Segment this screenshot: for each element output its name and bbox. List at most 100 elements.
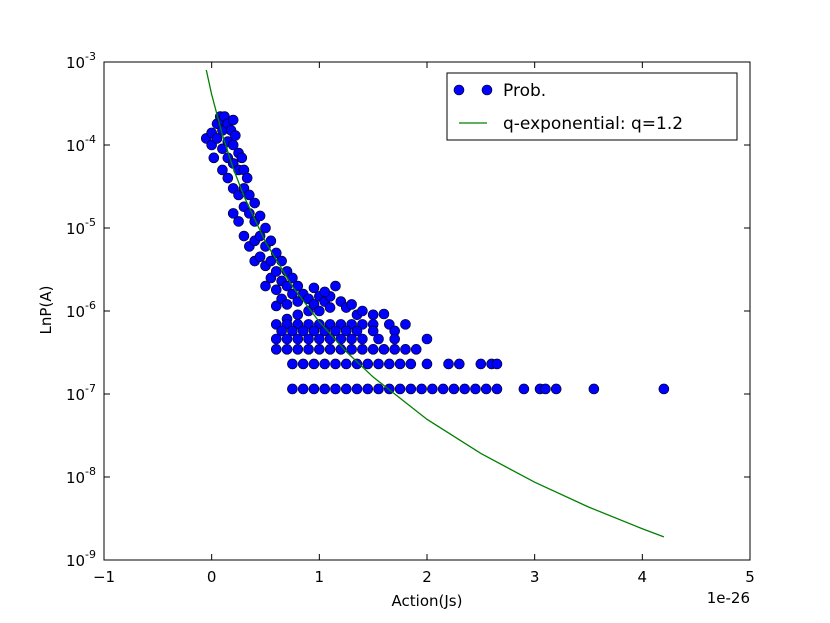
point [362, 383, 374, 395]
y-tick-label: 10-8 [66, 465, 96, 487]
point [410, 344, 422, 355]
point [308, 358, 320, 370]
x-tick-label: 2 [422, 568, 432, 586]
point [297, 358, 309, 370]
point [314, 333, 325, 345]
point [453, 358, 465, 370]
point [260, 280, 271, 292]
y-tick-label: 10-4 [66, 133, 96, 155]
point [287, 325, 298, 337]
point [405, 383, 417, 395]
point [292, 309, 304, 321]
point [480, 383, 492, 395]
point [270, 266, 282, 277]
legend-label: Prob. [503, 81, 546, 101]
y-axis-label: LnP(A) [37, 286, 55, 335]
point [303, 344, 314, 355]
point [233, 216, 244, 227]
point [346, 333, 357, 345]
point [351, 383, 363, 395]
point [335, 344, 347, 355]
point [319, 358, 331, 370]
point [324, 333, 336, 345]
y-tick-label: 10-7 [66, 382, 96, 404]
point [308, 325, 320, 337]
point [211, 133, 223, 144]
y-tick-label: 10-9 [66, 548, 96, 570]
x-tick-label: 1 [315, 568, 325, 586]
point [491, 358, 503, 370]
point [491, 383, 503, 395]
point [475, 358, 487, 370]
point [470, 383, 481, 395]
legend-swatch [453, 84, 465, 96]
point [405, 358, 417, 370]
x-tick-label: 0 [207, 568, 217, 586]
point [330, 383, 341, 395]
plot-frame [103, 61, 751, 561]
point [292, 344, 304, 355]
point [270, 300, 282, 312]
point [518, 383, 530, 395]
point [351, 325, 363, 337]
point [335, 333, 347, 345]
point [421, 333, 433, 345]
point [297, 325, 309, 337]
point [217, 164, 228, 176]
point [448, 383, 460, 395]
plot-area [200, 69, 670, 538]
point [241, 172, 253, 184]
point [389, 344, 401, 355]
point [319, 286, 331, 298]
point [357, 344, 368, 355]
x-axis-label: Action(Js) [392, 592, 463, 610]
point [357, 333, 368, 345]
point [389, 333, 401, 345]
point [367, 344, 379, 355]
point [287, 383, 298, 395]
point [373, 333, 384, 345]
point [314, 305, 325, 317]
point [292, 333, 304, 345]
point [540, 383, 551, 395]
legend-swatch [481, 84, 493, 96]
point [287, 358, 298, 370]
point [238, 230, 250, 242]
point [459, 383, 470, 395]
y-tick-label: 10-3 [66, 50, 96, 72]
line [205, 69, 665, 538]
point [394, 358, 406, 370]
point [330, 358, 341, 370]
point [362, 358, 374, 370]
point [208, 152, 220, 164]
point [373, 358, 384, 370]
point [254, 210, 266, 222]
point [281, 344, 293, 355]
point [400, 344, 411, 355]
x-offset-label: 1e-26 [707, 589, 750, 607]
x-tick-label: 4 [638, 568, 648, 586]
point [287, 288, 298, 300]
point [357, 305, 368, 317]
x-tick-label: −1 [93, 568, 115, 586]
point [330, 325, 341, 337]
point [260, 222, 271, 234]
point [421, 358, 433, 370]
point [443, 358, 454, 370]
point [378, 308, 390, 320]
point [230, 130, 241, 141]
legend-label: q-exponential: q=1.2 [503, 114, 683, 134]
point [340, 358, 352, 370]
point [437, 383, 449, 395]
point [270, 284, 282, 296]
point [394, 383, 406, 395]
point [427, 383, 438, 395]
point [270, 344, 282, 355]
point [319, 383, 331, 395]
point [292, 296, 304, 307]
point [222, 172, 234, 184]
point [244, 189, 255, 201]
point [281, 333, 293, 345]
x-tick-label: 3 [530, 568, 540, 586]
